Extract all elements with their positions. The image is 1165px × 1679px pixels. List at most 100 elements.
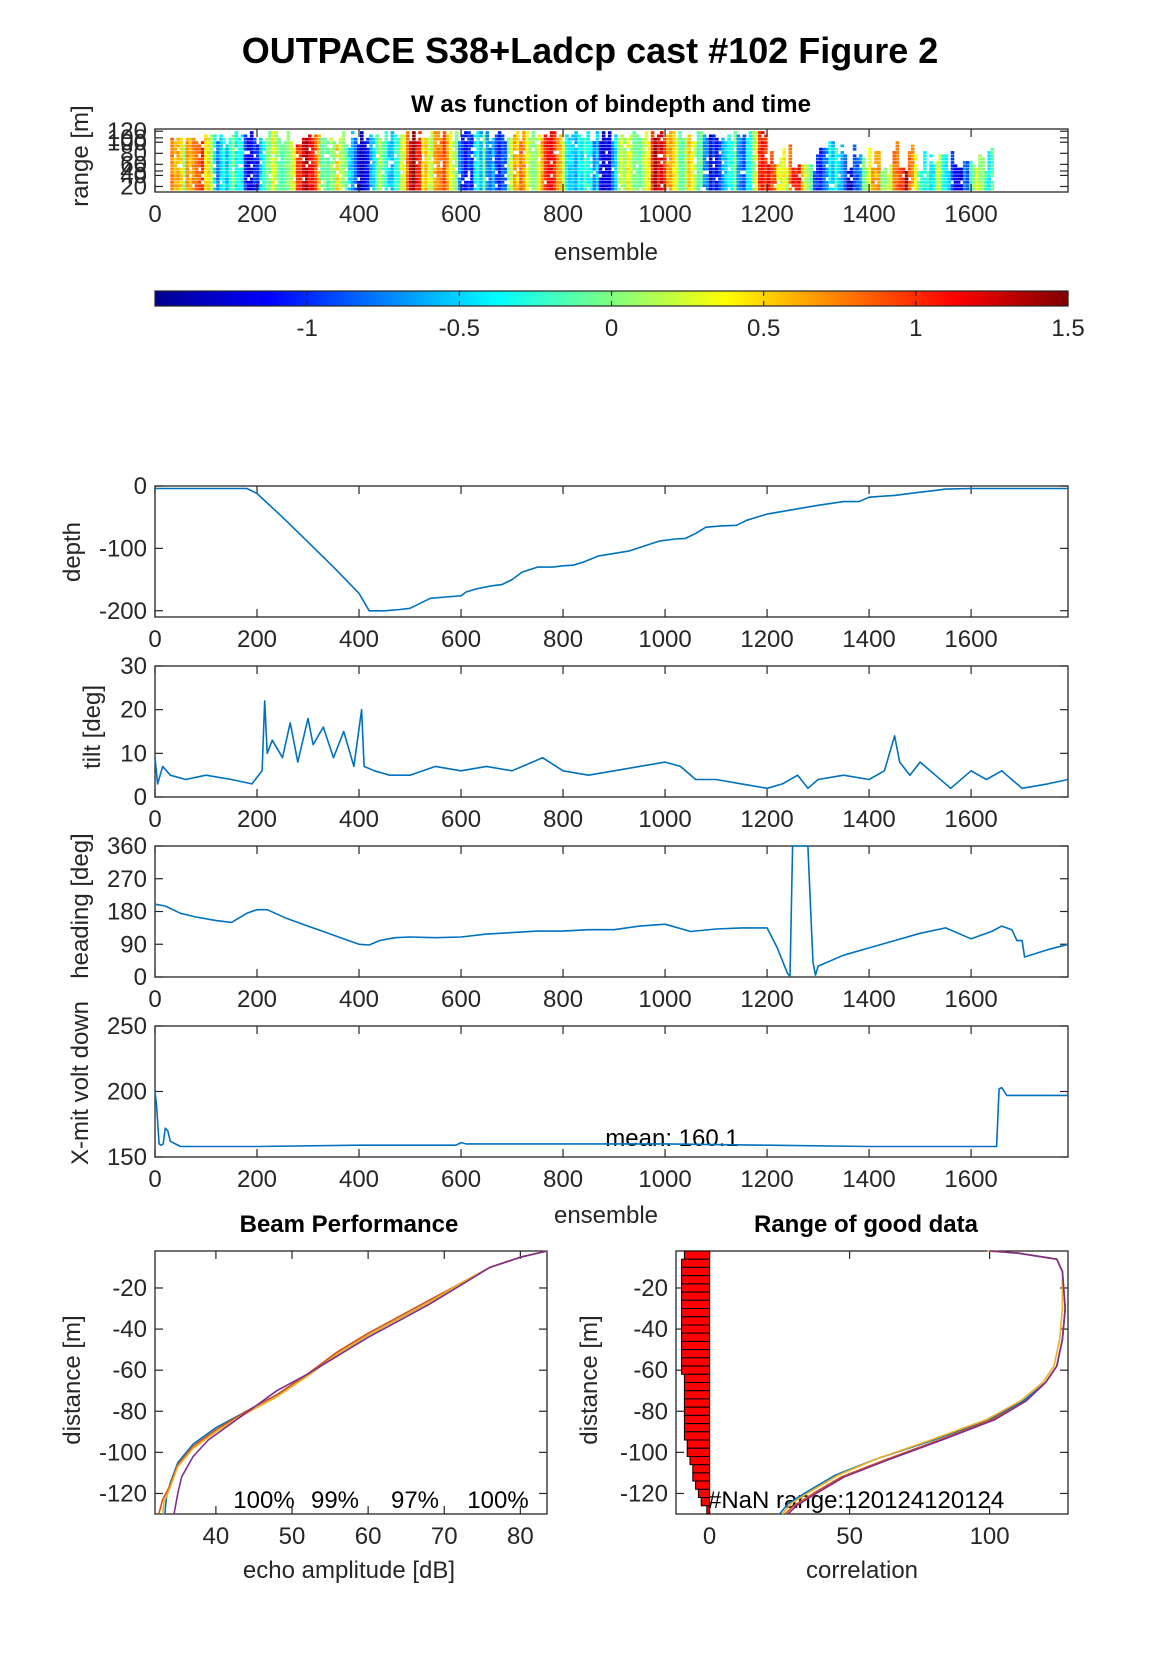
w-image-cell [222, 180, 226, 184]
w-image-cell [228, 157, 232, 161]
w-image-cell [427, 141, 431, 144]
w-image-cell [436, 180, 441, 184]
w-image-cell [381, 167, 386, 171]
w-image-cell [546, 154, 551, 158]
beam-performance-xtick-label: 80 [507, 1523, 534, 1550]
w-image-cell [497, 134, 502, 138]
w-image-cell [666, 164, 670, 168]
w-image-cell [739, 137, 744, 141]
w-image-cell [451, 154, 456, 158]
w-image-cell [445, 177, 450, 181]
heading-xtick-label: 200 [237, 986, 277, 1013]
w-image-cell [433, 151, 438, 154]
w-image-cell [681, 164, 685, 168]
w-image-cell [736, 144, 741, 148]
w-image-cell [216, 144, 220, 148]
w-image-cell [409, 174, 413, 178]
w-image-cell [757, 131, 762, 134]
w-image-cell [690, 184, 695, 188]
w-image-cell [611, 174, 615, 178]
w-image-cell [837, 154, 842, 158]
beam-3-line [161, 1250, 548, 1515]
w-image-cell [990, 157, 995, 161]
xmit-volt-xtick-label: 1600 [944, 1166, 997, 1193]
w-image-cell [357, 164, 361, 168]
w-image-cell [641, 167, 646, 171]
w-image-cell [880, 180, 884, 184]
w-image-cell [430, 180, 434, 184]
w-image-cell [852, 147, 857, 151]
w-image-cell [861, 174, 866, 178]
w-image-cell [669, 174, 673, 178]
w-image-cell [418, 167, 422, 171]
w-image-cell [580, 180, 584, 184]
w-image-cell [274, 131, 278, 134]
w-image-cell [969, 164, 973, 168]
w-image-cell [200, 154, 205, 158]
w-image-cell [283, 174, 288, 178]
w-image-cell [176, 157, 180, 161]
w-image-cell [228, 164, 232, 168]
w-image-cell [485, 147, 490, 151]
w-image-cell [669, 180, 673, 184]
w-image-cell [852, 184, 857, 188]
w-image-cell [476, 131, 480, 134]
w-image-cell [314, 171, 318, 174]
w-image-cell [510, 144, 514, 148]
w-image-cell [445, 180, 450, 184]
w-image-cell [259, 137, 263, 141]
w-image-cell [822, 161, 826, 164]
w-image-cell [953, 180, 958, 184]
w-image-cell [944, 164, 949, 168]
w-image-cell [326, 180, 330, 184]
w-image-cell [262, 157, 266, 161]
w-image-cell [421, 171, 425, 174]
w-image-cell [595, 167, 600, 171]
w-image-cell [718, 167, 722, 171]
w-image-cell [353, 154, 358, 158]
w-image-cell [779, 171, 783, 174]
w-image-cell [390, 131, 395, 134]
w-image-cell [577, 147, 581, 151]
w-image-cell [188, 137, 193, 141]
w-image-cell [311, 180, 315, 184]
w-image-cell [733, 134, 737, 138]
w-image-cell [962, 171, 967, 174]
w-image-cell [216, 154, 220, 158]
w-image-cell [500, 134, 505, 138]
w-image-cell [559, 161, 563, 164]
w-image-cell [396, 187, 401, 191]
w-image-cell [607, 157, 612, 161]
w-image-cell [494, 174, 499, 178]
w-image-cell [298, 161, 303, 164]
w-image-cell [528, 157, 532, 161]
w-image-cell [436, 161, 441, 164]
w-image-cell [213, 171, 217, 174]
w-image-cell [565, 137, 569, 141]
w-image-cell [191, 157, 196, 161]
w-image-cell [433, 147, 438, 151]
w-image-cell [892, 154, 897, 158]
w-image-cell [877, 180, 881, 184]
w-image-cell [730, 174, 734, 178]
w-image-cell [975, 187, 979, 191]
w-image-cell [216, 147, 220, 151]
w-image-cell [904, 184, 909, 188]
w-image-cell [445, 154, 450, 158]
w-image-cell [935, 184, 939, 188]
w-image-cell [895, 174, 900, 178]
w-image-cell [660, 187, 664, 191]
w-image-cell [479, 141, 483, 144]
w-image-cell [825, 180, 829, 184]
w-image-cell [849, 184, 854, 188]
w-image-cell [510, 180, 514, 184]
w-image-cell [577, 141, 581, 144]
w-image-cell [360, 177, 364, 181]
w-image-cell [204, 141, 208, 144]
w-image-cell [448, 141, 453, 144]
w-image-cell [243, 171, 248, 174]
w-image-cell [534, 137, 539, 141]
w-image-cell [620, 167, 624, 171]
w-image-cell [543, 154, 548, 158]
w-image-cell [718, 144, 722, 148]
